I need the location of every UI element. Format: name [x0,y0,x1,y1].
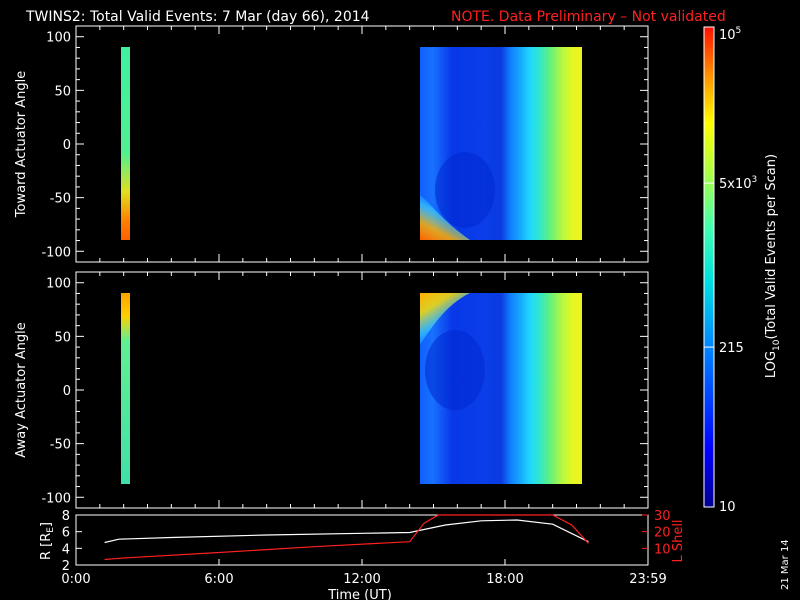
y-tick-label: 50 [54,84,71,99]
toward-low-region [435,152,495,228]
R-series-line [104,519,589,544]
y-tick-label: 50 [54,330,71,345]
away-hot-region [420,293,470,345]
r-tick-label: 2 [62,559,70,574]
time-tick-label: 23:59 [629,572,666,587]
y-tick-label: -50 [50,192,71,207]
date-stamp: 21 Mar 14 [780,539,791,590]
figure-title: TWINS2: Total Valid Events: 7 Mar (day 6… [25,9,370,25]
y-tick-label: 100 [46,277,71,292]
away-low-region [425,330,485,410]
time-tick-label: 18:00 [486,572,523,587]
r-tick-label: 4 [62,542,70,557]
lshell-tick-label: 30 [654,509,671,524]
y-tick-label: 0 [63,138,71,153]
orbit-plot-frame [75,514,649,566]
colorbar-tick-label: 5x103 [719,175,757,192]
toward-ylabel: Toward Actuator Angle [14,71,29,218]
lshell-tick-label: 10 [654,542,671,557]
colorbar-tick-label: 10 [719,500,736,515]
y-tick-label: -50 [50,438,71,453]
away-scan-strip-early [121,293,130,484]
r-tick-label: 6 [62,526,70,541]
away-ylabel: Away Actuator Angle [14,322,29,457]
colorbar-label: LOG10(Total Valid Events per Scan) [764,154,782,378]
time-axis-label: Time (UT) [327,588,392,600]
lshell-axis-label: L Shell [671,519,686,562]
toward-heatmap-panel: -100 -50 0 50 100 Toward Actuator Angle [14,25,649,263]
y-tick-label: 100 [46,31,71,46]
y-tick-label: -100 [41,245,71,260]
lshell-tick-label: 20 [654,526,671,541]
time-tick-label: 6:00 [204,572,233,587]
r-tick-label: 8 [62,509,70,524]
L-series-line [104,514,589,561]
toward-scan-strip-early [121,47,130,240]
preliminary-note: NOTE. Data Preliminary – Not validated [451,9,726,25]
colorbar-tick-label: 105 [719,26,741,43]
y-tick-label: -100 [41,491,71,506]
toward-hot-region [420,195,470,240]
r-axis-label: R [RE] [39,522,56,560]
colorbar-tick-label: 215 [719,341,744,356]
y-tick-label: 0 [63,384,71,399]
time-tick-label: 0:00 [61,572,90,587]
time-tick-label: 12:00 [343,572,380,587]
colorbar-scale [703,26,715,508]
colorbar: 10 215 5x103 105 LOG10(Total Valid Events p… [703,26,782,515]
away-heatmap-panel: -100 -50 0 50 100 Away Actuator Angle [14,271,649,509]
